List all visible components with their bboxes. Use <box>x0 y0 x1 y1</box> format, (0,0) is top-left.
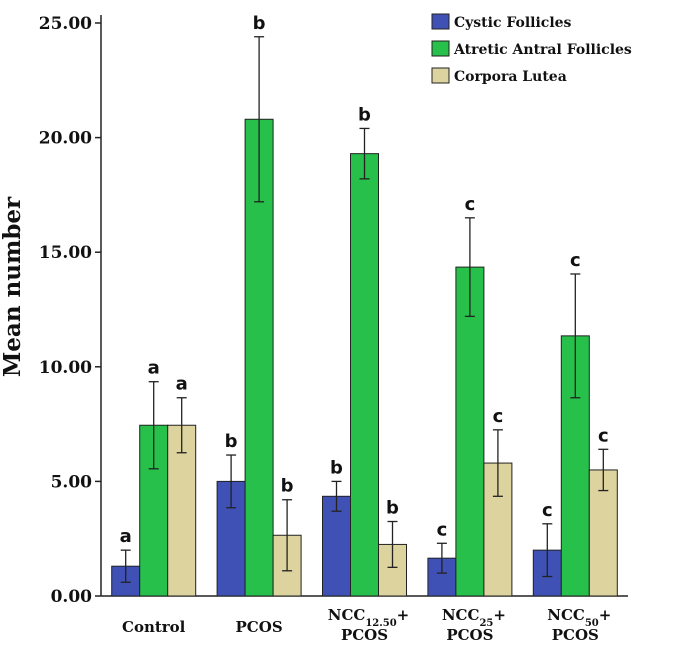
category-label: Control <box>122 618 186 636</box>
category-label: NCC50+ <box>547 606 611 629</box>
y-tick-label: 15.00 <box>39 243 92 263</box>
legend-swatch <box>431 13 450 30</box>
significance-label: c <box>598 425 609 446</box>
significance-label: b <box>253 13 266 34</box>
significance-label: c <box>493 406 504 427</box>
y-tick-label: 0.00 <box>51 587 93 607</box>
y-tick-label: 10.00 <box>39 358 92 378</box>
significance-label: a <box>176 374 188 395</box>
category-label-line2: PCOS <box>446 626 493 644</box>
significance-label: c <box>465 194 476 215</box>
category-labels: Control PCOSNCC12.50+PCOSNCC25+PCOSNCC50+… <box>122 606 611 644</box>
significance-label: c <box>437 519 448 540</box>
significance-label: a <box>120 526 132 547</box>
category-label: NCC25+ <box>442 606 506 629</box>
category-label-line2: PCOS <box>341 626 388 644</box>
bar <box>350 153 379 597</box>
significance-label: c <box>542 500 553 521</box>
significance-label: b <box>330 457 343 478</box>
y-axis-title: Mean number <box>0 196 26 377</box>
legend-label: Cystic Follicles <box>454 15 572 31</box>
significance-label: a <box>148 358 160 379</box>
legend: Cystic Follicles Atretic Antral Follicles… <box>431 13 632 85</box>
significance-label: b <box>386 498 399 519</box>
category-label-line2: PCOS <box>552 626 599 644</box>
bar <box>455 266 485 597</box>
legend-label: Corpora Lutea <box>454 69 567 85</box>
legend-label: Atretic Antral Follicles <box>453 42 632 58</box>
significance-label: b <box>358 104 371 125</box>
significance-label: b <box>225 431 238 452</box>
category-label: PCOS <box>236 618 283 636</box>
y-tick-label: 20.00 <box>39 129 92 149</box>
y-tick-label: 25.00 <box>39 14 92 34</box>
y-tick-label: 5.00 <box>51 472 93 492</box>
significance-label: b <box>281 476 294 497</box>
significance-label: c <box>570 250 581 271</box>
legend-swatch <box>431 67 450 84</box>
bar <box>322 495 351 597</box>
legend-swatch <box>431 40 450 57</box>
category-label: NCC12.50+ <box>328 606 410 629</box>
